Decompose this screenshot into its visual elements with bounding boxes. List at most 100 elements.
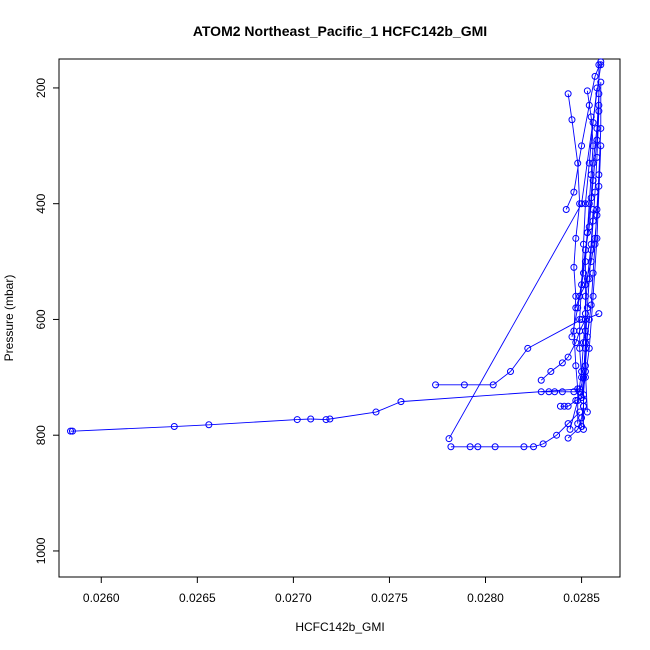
series-segment — [590, 163, 594, 198]
x-axis-label: HCFC142b_GMI — [295, 620, 384, 634]
series-segment — [586, 197, 592, 233]
series-segment — [590, 273, 594, 306]
series-segment — [584, 371, 588, 413]
series-segment — [310, 418, 327, 421]
series-segment — [375, 401, 402, 413]
series-profile — [445, 61, 605, 443]
data-point — [572, 304, 580, 312]
series-segment — [510, 348, 529, 372]
data-point — [572, 362, 580, 370]
series-profile — [432, 315, 586, 389]
data-point — [558, 388, 566, 396]
data-point — [524, 344, 532, 352]
series-segment — [575, 203, 581, 239]
series-segment — [586, 304, 592, 337]
series-segment — [174, 424, 209, 427]
series-segment — [573, 267, 577, 297]
data-point — [580, 339, 587, 347]
series-segment — [569, 400, 579, 430]
series-segment — [577, 163, 581, 204]
data-point — [589, 205, 597, 213]
series-segment — [573, 330, 577, 366]
data-point — [580, 402, 587, 410]
series-segment — [592, 238, 598, 297]
data-point — [564, 434, 572, 442]
series-segment — [590, 116, 594, 146]
series-segment — [577, 417, 583, 430]
data-point — [583, 408, 591, 416]
series-segment — [594, 215, 598, 239]
series-segment — [577, 371, 583, 401]
data-point — [570, 263, 578, 271]
data-point — [547, 368, 555, 376]
x-tick-label: 0.0285 — [563, 591, 600, 605]
data-point — [574, 425, 582, 433]
series-segment — [575, 296, 581, 309]
data-point — [585, 223, 593, 231]
data-point — [581, 246, 589, 254]
series-segment — [584, 278, 588, 314]
data-point — [372, 408, 380, 416]
data-point — [589, 159, 597, 167]
data-point — [564, 353, 572, 361]
data-point — [587, 258, 595, 266]
data-point — [581, 362, 589, 370]
data-point — [595, 310, 603, 318]
data-point — [591, 72, 599, 80]
data-point — [580, 391, 587, 399]
data-point — [67, 427, 75, 435]
data-point — [581, 310, 589, 318]
data-point — [322, 416, 330, 424]
data-point — [537, 376, 545, 384]
series-segment — [542, 434, 557, 445]
series-segment — [573, 145, 583, 193]
series-segment — [592, 128, 598, 164]
data-point — [581, 281, 589, 289]
data-point — [583, 87, 591, 95]
data-point — [593, 211, 601, 219]
series-segment — [492, 371, 511, 386]
data-point — [445, 435, 453, 443]
series-segment — [448, 203, 582, 439]
data-point — [591, 234, 599, 242]
series-segment — [584, 261, 592, 285]
data-point — [558, 359, 566, 367]
series-profile — [576, 101, 603, 300]
data-point — [551, 388, 559, 396]
data-point — [574, 396, 582, 404]
series-segment — [592, 244, 596, 274]
series-segment — [571, 307, 579, 337]
series-segment — [583, 365, 586, 395]
series-segment — [567, 429, 579, 439]
series-segment — [329, 411, 377, 420]
x-tick-label: 0.0270 — [275, 591, 312, 605]
data-point — [432, 381, 440, 389]
data-point — [556, 402, 564, 410]
series-segment — [588, 296, 594, 349]
series-segment — [562, 356, 569, 364]
series-segment — [571, 119, 579, 164]
series-segment — [592, 139, 598, 181]
series-segment — [579, 284, 583, 320]
series-segment — [583, 203, 586, 245]
series-profile — [564, 402, 587, 442]
series-segment — [588, 180, 594, 227]
data-point — [553, 431, 561, 439]
data-point — [576, 292, 584, 300]
series-segment — [208, 419, 298, 426]
data-point — [466, 443, 474, 451]
series-segment — [527, 319, 582, 349]
series-segment — [584, 307, 588, 343]
data-point — [597, 61, 605, 69]
series-profile — [556, 142, 605, 410]
series-segment — [72, 426, 175, 432]
data-point — [570, 188, 578, 196]
data-point — [595, 182, 603, 190]
series-profile — [67, 385, 584, 435]
series-profile — [566, 205, 597, 433]
data-point — [578, 142, 586, 150]
series-profile — [447, 408, 584, 451]
series-segment — [581, 64, 602, 204]
data-point — [562, 205, 570, 213]
data-point — [564, 90, 572, 98]
